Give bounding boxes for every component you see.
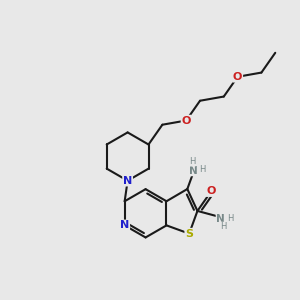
Text: O: O (207, 186, 216, 196)
Text: H: H (227, 214, 233, 223)
Text: H: H (199, 165, 206, 174)
Text: N: N (123, 176, 132, 186)
Text: H: H (220, 222, 227, 231)
Text: N: N (120, 220, 129, 230)
Text: O: O (182, 116, 191, 125)
Text: N: N (216, 214, 225, 224)
Text: O: O (233, 72, 242, 82)
Text: S: S (185, 229, 193, 238)
Text: H: H (189, 157, 195, 166)
Text: N: N (189, 166, 198, 176)
